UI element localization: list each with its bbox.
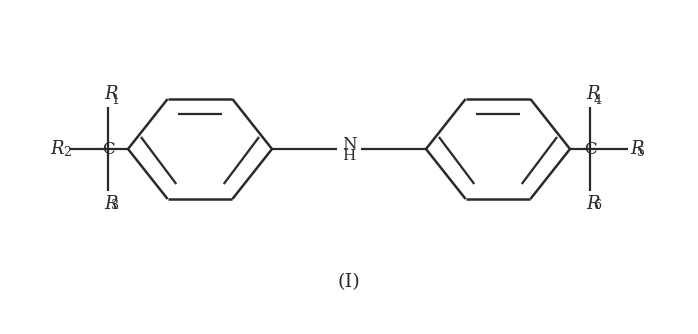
Text: 2: 2 [64, 146, 71, 159]
Text: R: R [630, 140, 644, 158]
Text: 5: 5 [637, 146, 645, 159]
Text: R: R [104, 195, 117, 213]
Text: H: H [343, 149, 355, 163]
Text: C: C [102, 141, 114, 158]
Text: R: R [586, 195, 600, 213]
Text: R: R [50, 140, 64, 158]
Text: C: C [584, 141, 596, 158]
Text: 1: 1 [111, 94, 119, 107]
Text: 3: 3 [111, 199, 119, 212]
Text: R: R [586, 85, 600, 103]
Text: N: N [342, 136, 356, 153]
Text: (I): (I) [338, 273, 360, 291]
Text: 6: 6 [593, 199, 601, 212]
Text: 4: 4 [593, 94, 601, 107]
Text: R: R [104, 85, 117, 103]
